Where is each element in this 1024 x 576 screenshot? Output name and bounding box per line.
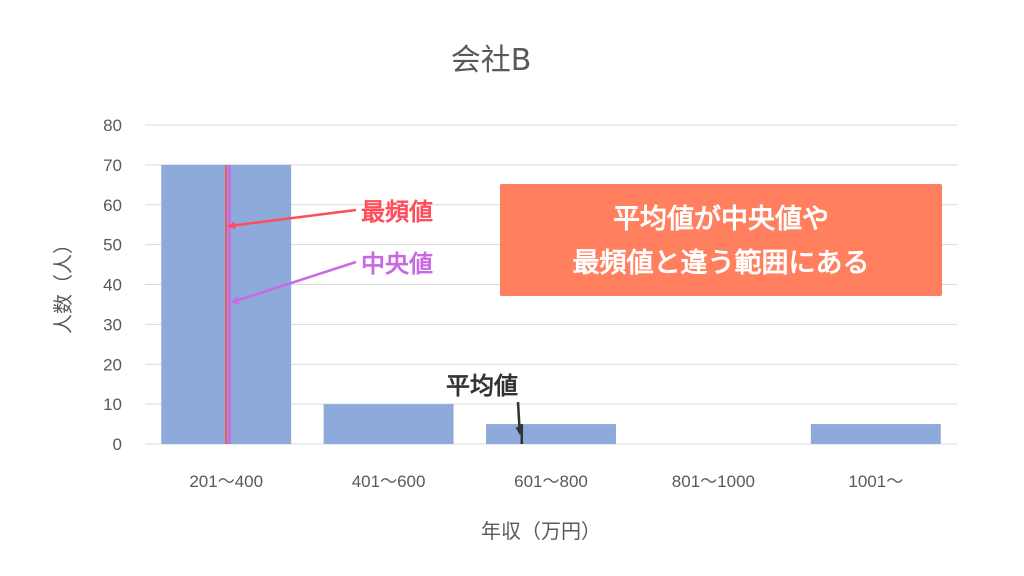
mode-label: 最頻値	[361, 198, 433, 226]
y-tick-label: 40	[103, 276, 122, 295]
y-axis-label: 人数（人）	[51, 234, 75, 334]
y-axis-ticks: 0 10 20 30 40 50 60 70 80	[103, 116, 122, 454]
callout-box: 平均値が中央値や 最頻値と違う範囲にある	[500, 184, 942, 296]
y-tick-label: 70	[103, 156, 122, 175]
callout-line-1: 平均値が中央値や	[613, 203, 829, 235]
x-tick-label: 401〜600	[352, 472, 426, 491]
y-tick-label: 0	[113, 435, 122, 454]
median-arrow	[230, 260, 357, 304]
annotations: 最頻値 中央値 平均値	[225, 164, 524, 444]
bar	[486, 424, 616, 444]
callout-background	[500, 184, 942, 296]
y-tick-label: 60	[103, 196, 122, 215]
mean-label: 平均値	[446, 372, 518, 400]
x-axis-ticks: 201〜400 401〜600 601〜800 801〜1000 1001〜	[189, 472, 903, 491]
x-axis-label: 年収（万円）	[481, 519, 601, 543]
x-tick-label: 601〜800	[514, 472, 588, 491]
median-label: 中央値	[361, 250, 433, 278]
chart-title: 会社B	[451, 43, 532, 78]
y-tick-label: 30	[103, 315, 122, 334]
x-tick-label: 801〜1000	[672, 472, 755, 491]
bar	[323, 404, 454, 444]
y-tick-label: 10	[103, 395, 122, 414]
mode-arrow	[227, 208, 357, 230]
callout-line-2: 最頻値と違う範囲にある	[573, 247, 870, 279]
y-tick-label: 80	[103, 116, 122, 135]
x-tick-label: 1001〜	[848, 472, 903, 491]
mean-arrow	[515, 401, 524, 435]
bar	[810, 424, 941, 444]
y-tick-label: 20	[103, 355, 122, 374]
x-tick-label: 201〜400	[189, 472, 263, 491]
y-tick-label: 50	[103, 236, 122, 255]
